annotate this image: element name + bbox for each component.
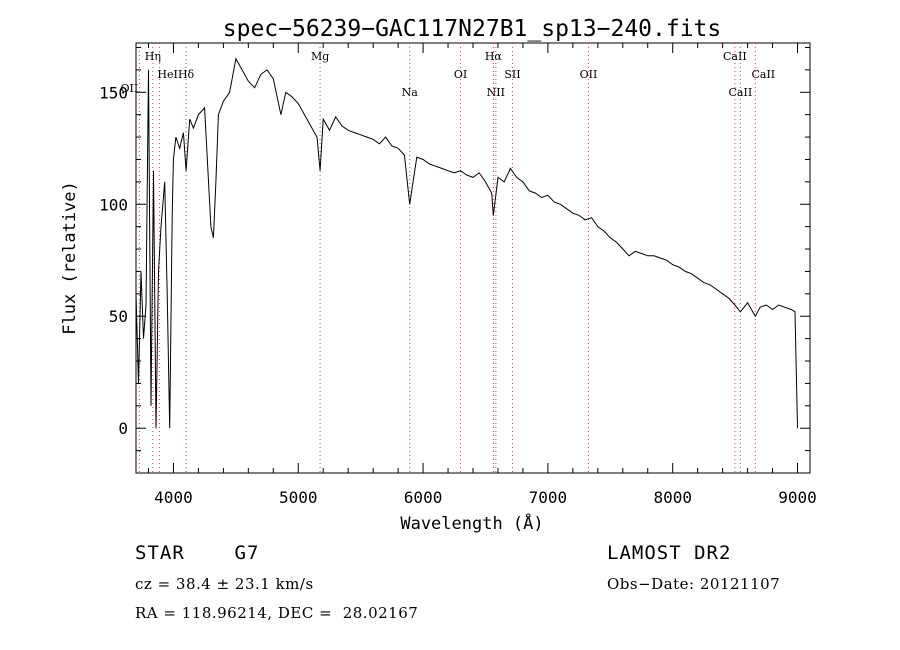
y-tick-label: 0	[118, 419, 128, 438]
line-label: OI	[454, 68, 467, 81]
x-tick-label: 4000	[154, 488, 193, 507]
flux-line	[135, 57, 798, 429]
plot-frame	[135, 42, 811, 474]
spectral-line-labels: Hη OII HeI Hδ Mg Na OI Hα NII SII OII CaII CaII CaII	[121, 50, 776, 99]
line-label: Mg	[311, 50, 329, 63]
survey-name: LAMOST DR2	[607, 542, 732, 564]
flux-series	[135, 57, 798, 429]
x-tick-label: 8000	[653, 488, 692, 507]
redshift-velocity: cz = 38.4 ± 23.1 km/s	[135, 575, 314, 593]
line-label: NII	[487, 86, 505, 99]
line-label: Na	[402, 86, 419, 99]
x-tick-label: 7000	[529, 488, 568, 507]
line-label: Hη	[145, 50, 161, 63]
x-tick-label: 9000	[778, 488, 817, 507]
x-axis: 4000 5000 6000 7000 8000 9000	[147, 43, 817, 507]
line-label: CaII	[751, 68, 775, 81]
observation-date: Obs−Date: 20121107	[607, 575, 781, 593]
object-class: STAR G7	[135, 542, 260, 564]
line-label: Hα	[485, 50, 503, 63]
spectral-line-markers	[138, 43, 756, 473]
x-axis-label: Wavelength (Å)	[400, 512, 543, 534]
line-label: Hδ	[178, 68, 195, 81]
x-tick-label: 5000	[279, 488, 318, 507]
line-label: SII	[504, 68, 520, 81]
line-label: HeI	[157, 68, 177, 81]
y-tick-label: 50	[109, 307, 128, 326]
y-tick-label: 150	[99, 83, 128, 102]
line-label: CaII	[729, 86, 753, 99]
line-label: OII	[121, 82, 139, 95]
line-label: CaII	[723, 50, 747, 63]
y-axis-label: Flux (relative)	[60, 181, 80, 335]
chart-title: spec−56239−GAC117N27B1_sp13−240.fits	[223, 16, 722, 42]
y-axis: 0 50 100 150	[99, 46, 810, 452]
coordinates: RA = 118.96214, DEC = 28.02167	[135, 604, 419, 622]
line-label: OII	[580, 68, 598, 81]
x-tick-label: 6000	[404, 488, 443, 507]
y-tick-label: 100	[99, 195, 128, 214]
